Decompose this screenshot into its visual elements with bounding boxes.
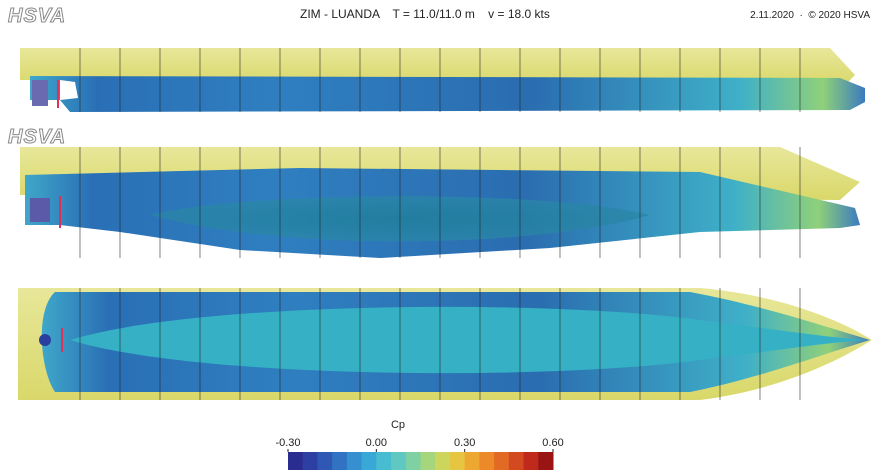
colorbar-label: Cp bbox=[391, 419, 405, 431]
colorbar-swatch bbox=[405, 452, 421, 470]
colorbar-swatch bbox=[391, 452, 407, 470]
colorbar-swatch bbox=[361, 452, 377, 470]
colorbar-swatch bbox=[332, 452, 348, 470]
colorbar: -0.30 0.00 0.30 0.60 bbox=[275, 437, 564, 470]
logo: HSVA bbox=[8, 126, 66, 148]
colorbar-swatch bbox=[288, 452, 304, 470]
colorbar-tick-label: 0.30 bbox=[454, 437, 475, 449]
colorbar-tick-label: -0.30 bbox=[275, 437, 300, 449]
colorbar-swatch bbox=[464, 452, 480, 470]
colorbar-swatch bbox=[435, 452, 451, 470]
logo: HSVA bbox=[8, 5, 66, 27]
colorbar-swatch bbox=[479, 452, 495, 470]
title: ZIM - LUANDA T = 11.0/11.0 m v = 18.0 kt… bbox=[300, 7, 550, 21]
colorbar-swatch bbox=[376, 452, 392, 470]
colorbar-swatch bbox=[494, 452, 510, 470]
colorbar-swatch bbox=[420, 452, 436, 470]
credit: 2.11.2020 · © 2020 HSVA bbox=[750, 10, 870, 21]
colorbar-swatch bbox=[523, 452, 539, 470]
colorbar-swatch bbox=[317, 452, 333, 470]
colorbar-swatch bbox=[508, 452, 525, 470]
colorbar-swatch bbox=[302, 452, 318, 470]
colorbar-tick-label: 0.60 bbox=[542, 437, 563, 449]
colorbar-swatch bbox=[346, 452, 363, 470]
hull-profile bbox=[20, 48, 865, 112]
colorbar-swatch bbox=[449, 452, 466, 470]
hull-bottom bbox=[18, 288, 872, 400]
hull-perspective bbox=[20, 147, 860, 258]
colorbar-tick-label: 0.00 bbox=[366, 437, 387, 449]
colorbar-swatch bbox=[538, 452, 554, 470]
